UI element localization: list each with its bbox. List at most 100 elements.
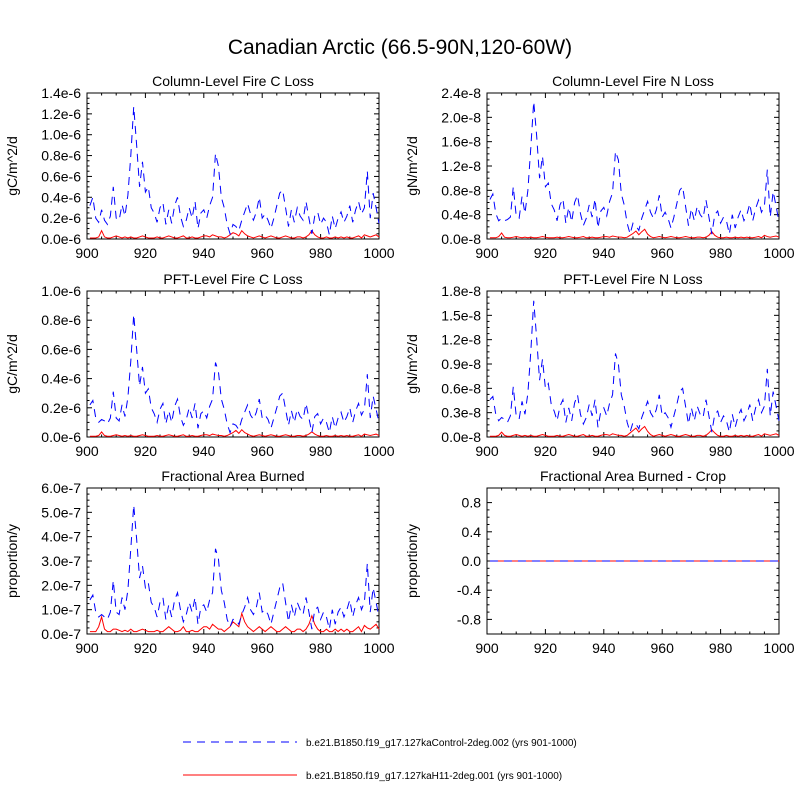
series-line-control bbox=[89, 314, 380, 435]
y-tick-label: 6.0e-7 bbox=[41, 480, 81, 496]
y-tick-label: 0.0e-8 bbox=[441, 429, 481, 445]
series-line-h11 bbox=[89, 611, 380, 633]
x-tick-label: 920 bbox=[134, 640, 158, 656]
x-tick-label: 1000 bbox=[363, 640, 394, 656]
x-tick-label: 920 bbox=[534, 640, 558, 656]
y-tick-label: 1.0e-7 bbox=[41, 602, 81, 618]
y-tick-label: 0.4 bbox=[462, 524, 482, 540]
series-line-control bbox=[489, 300, 780, 434]
y-tick-label: 0.8e-6 bbox=[41, 148, 81, 164]
x-tick-label: 980 bbox=[309, 245, 333, 261]
y-tick-label: 0.4e-8 bbox=[441, 207, 481, 223]
y-tick-label: 3.0e-7 bbox=[41, 553, 81, 569]
panels: Column-Level Fire C Loss gC/m^2/d 900 920 94… bbox=[4, 73, 795, 656]
y-axis-label: proportion/y bbox=[404, 524, 420, 598]
x-tick-label: 940 bbox=[592, 443, 616, 459]
y-tick-label: 2.0e-7 bbox=[41, 577, 81, 593]
y-tick-label: 0.8e-6 bbox=[41, 312, 81, 328]
y-tick-label: 0.6e-6 bbox=[41, 168, 81, 184]
y-tick-label: 1.8e-8 bbox=[441, 283, 481, 299]
panel-title: PFT-Level Fire N Loss bbox=[563, 271, 702, 287]
x-tick-label: 920 bbox=[134, 443, 158, 459]
x-tick-label: 1000 bbox=[363, 245, 394, 261]
y-tick-label: -0.8 bbox=[457, 611, 481, 627]
series-line-h11 bbox=[89, 428, 380, 437]
y-tick-label: 0.9e-8 bbox=[441, 356, 481, 372]
series-line-control bbox=[89, 106, 380, 236]
y-tick-label: 1.0e-6 bbox=[41, 283, 81, 299]
x-tick-label: 920 bbox=[134, 245, 158, 261]
x-tick-label: 1000 bbox=[763, 443, 794, 459]
y-tick-label: 0.4e-6 bbox=[41, 371, 81, 387]
y-axis-label: proportion/y bbox=[4, 524, 20, 598]
y-tick-label: 2.0e-8 bbox=[441, 109, 481, 125]
y-tick-label: 0.0e-6 bbox=[41, 429, 81, 445]
x-tick-label: 900 bbox=[475, 640, 499, 656]
panel-1: Column-Level Fire C Loss gC/m^2/d 900 920 94… bbox=[4, 73, 395, 261]
y-tick-label: 0.8 bbox=[462, 495, 482, 511]
x-tick-label: 900 bbox=[75, 640, 99, 656]
y-tick-label: 1.0e-6 bbox=[41, 127, 81, 143]
y-tick-label: 1.4e-6 bbox=[41, 85, 81, 101]
x-tick-label: 980 bbox=[309, 443, 333, 459]
y-tick-label: 0.3e-8 bbox=[441, 405, 481, 421]
panel-6: Fractional Area Burned - Crop proportion/… bbox=[404, 468, 795, 656]
x-tick-label: 940 bbox=[592, 640, 616, 656]
y-axis-label: gN/m^2/d bbox=[404, 334, 420, 393]
x-tick-label: 920 bbox=[534, 443, 558, 459]
x-tick-label: 940 bbox=[192, 443, 216, 459]
x-tick-label: 980 bbox=[709, 640, 733, 656]
y-tick-label: 0.6e-6 bbox=[41, 341, 81, 357]
x-tick-label: 960 bbox=[251, 245, 275, 261]
y-tick-label: 1.5e-8 bbox=[441, 307, 481, 323]
y-tick-label: 0.8e-8 bbox=[441, 182, 481, 198]
y-tick-label: 0.0 bbox=[462, 553, 482, 569]
panel-5: Fractional Area Burned proportion/y 900 920… bbox=[4, 468, 395, 656]
series-line-h11 bbox=[489, 425, 780, 437]
x-tick-label: 900 bbox=[75, 245, 99, 261]
panel-title: Fractional Area Burned bbox=[161, 468, 304, 484]
y-tick-label: 0.0e-6 bbox=[41, 231, 81, 247]
x-tick-label: 1000 bbox=[763, 245, 794, 261]
x-tick-label: 900 bbox=[475, 443, 499, 459]
panel-title: Fractional Area Burned - Crop bbox=[540, 468, 726, 484]
y-tick-label: 2.4e-8 bbox=[441, 85, 481, 101]
y-tick-label: 0.0e-8 bbox=[441, 231, 481, 247]
legend-label-h11: b.e21.B1850.f19_g17.127kaH11-2deg.001 (y… bbox=[306, 771, 562, 782]
y-tick-label: 0.2e-6 bbox=[41, 400, 81, 416]
y-tick-label: 1.2e-6 bbox=[41, 106, 81, 122]
legend-label-control: b.e21.B1850.f19_g17.127kaControl-2deg.00… bbox=[306, 738, 577, 749]
y-tick-label: -0.4 bbox=[457, 582, 481, 598]
x-tick-label: 960 bbox=[651, 245, 675, 261]
x-tick-label: 940 bbox=[192, 245, 216, 261]
x-tick-label: 940 bbox=[592, 245, 616, 261]
y-tick-label: 1.2e-8 bbox=[441, 158, 481, 174]
panel-4: PFT-Level Fire N Loss gN/m^2/d 900 920 940 96… bbox=[404, 271, 795, 459]
x-tick-label: 940 bbox=[192, 640, 216, 656]
y-axis-label: gN/m^2/d bbox=[404, 136, 420, 195]
y-tick-label: 0.6e-8 bbox=[441, 380, 481, 396]
y-axis-label: gC/m^2/d bbox=[4, 136, 20, 195]
panel-2: Column-Level Fire N Loss gN/m^2/d 900 920 94… bbox=[404, 73, 795, 261]
x-tick-label: 980 bbox=[709, 443, 733, 459]
x-tick-label: 960 bbox=[651, 443, 675, 459]
y-tick-label: 1.6e-8 bbox=[441, 134, 481, 150]
panel-3: PFT-Level Fire C Loss gC/m^2/d 900 920 940 96… bbox=[4, 271, 395, 459]
x-tick-label: 960 bbox=[251, 640, 275, 656]
panel-title: PFT-Level Fire C Loss bbox=[163, 271, 302, 287]
panel-title: Column-Level Fire N Loss bbox=[552, 73, 714, 89]
panel-title: Column-Level Fire C Loss bbox=[152, 73, 314, 89]
x-tick-label: 900 bbox=[75, 443, 99, 459]
x-tick-label: 960 bbox=[251, 443, 275, 459]
y-axis-label: gC/m^2/d bbox=[4, 334, 20, 393]
figure-title: Canadian Arctic (66.5-90N,120-60W) bbox=[228, 36, 572, 59]
x-tick-label: 980 bbox=[309, 640, 333, 656]
y-tick-label: 0.4e-6 bbox=[41, 189, 81, 205]
y-tick-label: 0.0e-7 bbox=[41, 626, 81, 642]
y-tick-label: 5.0e-7 bbox=[41, 504, 81, 520]
y-tick-label: 1.2e-8 bbox=[441, 332, 481, 348]
x-tick-label: 900 bbox=[475, 245, 499, 261]
series-line-h11 bbox=[89, 229, 380, 239]
